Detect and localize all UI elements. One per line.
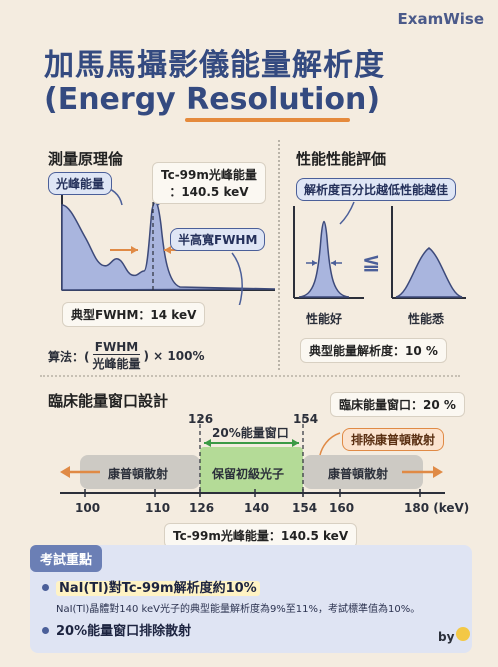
window-band-fill (200, 447, 303, 493)
peak-callout-line2: ：140.5 keV (169, 185, 249, 199)
tick-label-126: 126 (189, 501, 215, 515)
window-low-edge-label: 126 (188, 412, 214, 426)
key-point-2: 20%能量窗口排除散射 (56, 624, 192, 639)
formula-denominator: 光峰能量 (92, 357, 141, 371)
tick-label-140: 140 (244, 501, 270, 515)
author-logo-icon (456, 627, 470, 641)
peak-callout-line1: Tc-99m光峰能量 (161, 168, 257, 182)
page-title: 加馬馬攝影儀能量解析度 (44, 48, 385, 83)
good-label: 性能好 (306, 312, 343, 326)
callout-pointer (339, 201, 355, 225)
comparison-diagram (293, 201, 466, 299)
tick-label-160: 160 (329, 501, 355, 515)
section-divider (40, 375, 460, 378)
key-point-1-detail: NaI(Tl)晶體對140 keV光子的典型能量解析度為9%至11%，考試標準值… (56, 604, 421, 615)
energy-window-diagram (60, 417, 445, 497)
photopeak-tag: 光峰能量 (48, 172, 113, 195)
formula-fraction: FWHM 光峰能量 (93, 340, 141, 372)
left-band-label: 康普頓散射 (108, 467, 169, 481)
title-underline (185, 118, 350, 122)
typical-fwhm-box: 典型FWHM：14 keV (62, 302, 206, 327)
broad-peak (395, 247, 463, 298)
key-point-1-text: NaI(Tl)對Tc-99m解析度約10% (56, 581, 260, 596)
center-band-label: 保留初級光子 (212, 467, 285, 481)
key-points-panel (30, 545, 472, 653)
exclude-scatter-tag: 排除康普頓散射 (342, 428, 445, 451)
formula-prefix: 算法：( (48, 349, 90, 364)
tick-label-100: 100 (75, 501, 101, 515)
brand-logo: ExamWise (397, 10, 484, 28)
key-points-title: 考試重點 (30, 545, 103, 572)
left-scatter-band (80, 455, 200, 489)
formula-numerator: FWHM (92, 340, 141, 355)
peak-energy-callout: Tc-99m光峰能量 ：140.5 keV (152, 162, 266, 204)
key-point-bullet-1 (42, 584, 49, 591)
resolution-formula: 算法：( FWHM 光峰能量 ) × 100% (48, 340, 204, 372)
page-subtitle: (Energy Resolution) (44, 82, 381, 117)
window-heading: 臨床能量窗口設計 (48, 392, 169, 410)
fwhm-tag-pointer (231, 252, 243, 305)
key-point-bullet-2 (42, 627, 49, 634)
compare-heading: 性能性能評価 (296, 150, 387, 168)
window-width-label: 20%能量窗口 (212, 426, 289, 440)
narrow-peak (298, 220, 350, 298)
tick-label-154: 154 (292, 501, 318, 515)
lower-is-better-callout: 解析度百分比越低性能越佳 (296, 178, 457, 201)
right-band-label: 康普頓散射 (328, 467, 389, 481)
formula-suffix: ) × 100% (143, 349, 205, 363)
byline: by (438, 630, 455, 644)
window-high-edge-label: 154 (293, 412, 319, 426)
measure-heading: 測量原理倫 (48, 150, 124, 168)
clinical-window-box: 臨床能量窗口：20 % (330, 392, 465, 417)
exclude-pointer (319, 432, 341, 456)
tick-label-110: 110 (145, 501, 171, 515)
typical-resolution-box: 典型能量解析度：10 % (300, 338, 447, 363)
comparison-symbol: ≦ (362, 250, 381, 275)
bad-label: 性能悉 (408, 312, 445, 326)
peak-energy-note: Tc-99m光峰能量：140.5 keV (164, 523, 358, 548)
spectrum-curve (61, 201, 276, 291)
tick-label-180: 180 (keV) (404, 501, 470, 515)
key-point-1: NaI(Tl)對Tc-99m解析度約10% (56, 577, 260, 596)
fwhm-tag: 半高寬FWHM (170, 228, 266, 251)
column-divider (278, 140, 281, 370)
right-scatter-band (303, 455, 423, 489)
